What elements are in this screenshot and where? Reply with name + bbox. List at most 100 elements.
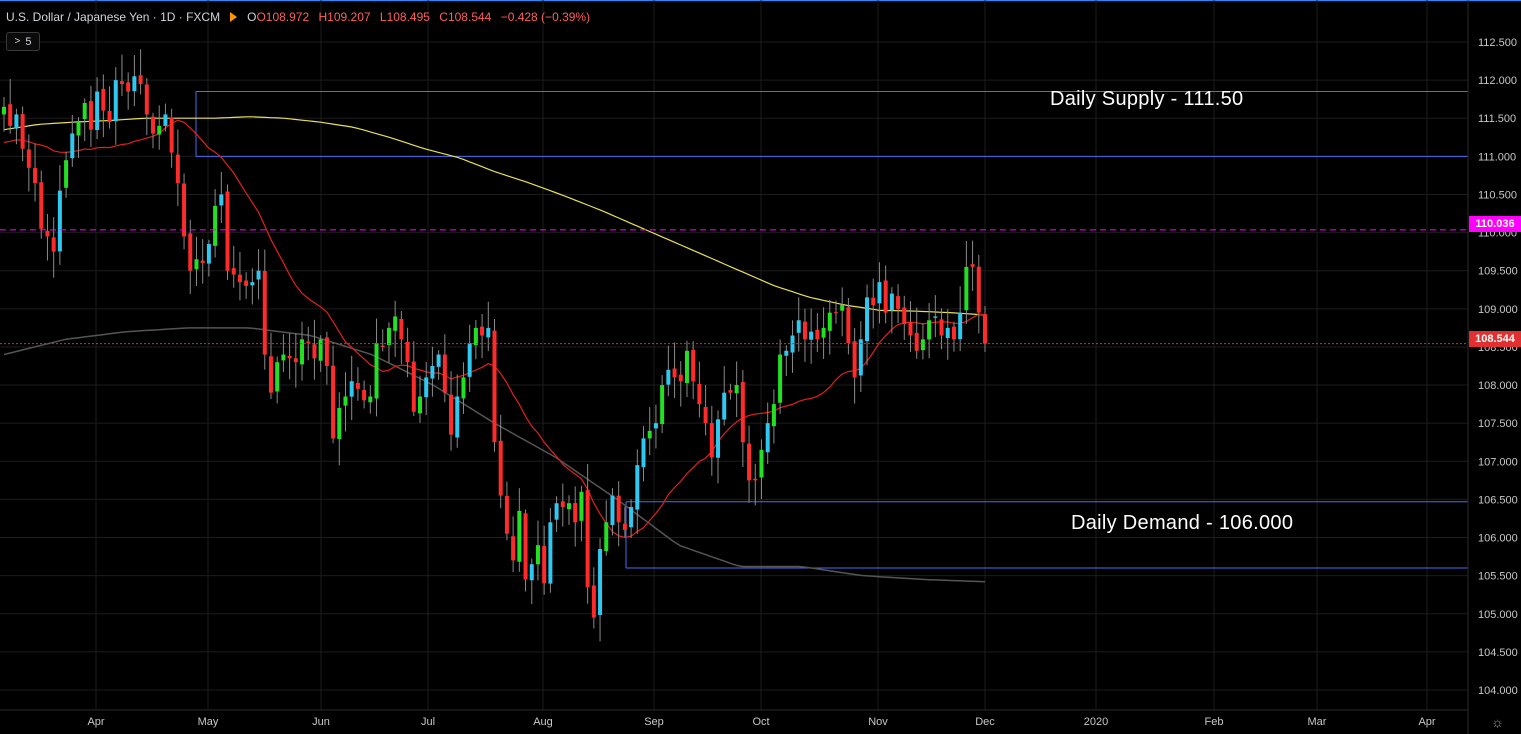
y-tick-label: 108.000 <box>1478 380 1518 392</box>
candle-up <box>194 259 199 270</box>
y-tick-label: 110.500 <box>1478 189 1517 201</box>
candle-down <box>802 321 807 340</box>
candle-down <box>312 344 317 359</box>
close-value: C108.544 <box>439 10 492 24</box>
candle-up <box>958 312 963 340</box>
candle-up <box>653 423 658 429</box>
candle-down <box>542 546 547 584</box>
y-tick-label: 105.500 <box>1478 571 1518 583</box>
gear-icon[interactable]: ☼ <box>1491 714 1504 730</box>
candle-down <box>560 501 565 508</box>
candle-up <box>945 327 950 339</box>
candle-up <box>157 125 162 135</box>
candle-up <box>386 327 391 346</box>
candle-up <box>840 305 845 311</box>
candle-down <box>498 440 503 496</box>
candle-up <box>64 160 69 188</box>
candle-down <box>871 297 876 306</box>
candle-up <box>417 396 422 414</box>
candle-up <box>684 350 689 384</box>
candle-down <box>39 182 44 229</box>
candle-up <box>734 385 739 394</box>
y-tick-label: 112.500 <box>1478 37 1517 49</box>
candle-down <box>262 270 267 355</box>
candle-up <box>95 91 100 131</box>
indicators-count: 5 <box>25 35 32 48</box>
y-tick-label: 111.500 <box>1478 113 1516 125</box>
candle-down <box>411 361 416 412</box>
candle-up <box>579 491 584 521</box>
candle-up <box>660 385 665 425</box>
candle-down <box>709 423 714 458</box>
candle-down <box>728 390 733 393</box>
candle-down <box>126 82 131 92</box>
candle-up <box>275 362 280 392</box>
open-value: O108.972 <box>256 10 310 24</box>
candles <box>2 49 987 642</box>
candle-down <box>939 319 944 336</box>
candle-down <box>182 183 187 237</box>
candle-down <box>362 390 367 401</box>
candle-down <box>355 382 360 389</box>
candle-down <box>225 191 230 271</box>
candle-down <box>678 374 683 382</box>
candle-down <box>175 154 180 184</box>
candle-up <box>889 293 894 311</box>
candle-up <box>256 270 261 280</box>
candle-up <box>337 407 342 440</box>
candle-up <box>281 354 286 361</box>
y-tick-label: 109.000 <box>1478 304 1518 316</box>
candle-down <box>380 345 385 347</box>
flag-icon[interactable] <box>230 12 238 22</box>
candle-up <box>827 312 832 331</box>
candle-up <box>213 205 218 246</box>
candle-down <box>672 368 677 378</box>
y-tick-label: 104.500 <box>1478 647 1518 659</box>
candle-up <box>461 377 466 399</box>
candle-down <box>833 312 838 314</box>
candle-up <box>76 122 81 136</box>
candle-down <box>815 329 820 340</box>
candle-down <box>188 233 193 271</box>
candle-up <box>206 244 211 264</box>
candle-down <box>902 307 907 325</box>
candle-up <box>666 369 671 385</box>
candle-down <box>983 314 987 344</box>
indicators-toggle-button[interactable]: > 5 <box>6 32 40 51</box>
candle-up <box>796 320 801 333</box>
candle-up <box>393 316 398 331</box>
x-tick-label: Nov <box>868 716 888 728</box>
candle-down <box>449 394 454 435</box>
candle-up <box>300 339 305 365</box>
candle-up <box>14 114 19 129</box>
candle-up <box>374 343 379 399</box>
x-tick-label: Apr <box>87 716 104 728</box>
candle-down <box>616 495 621 523</box>
candle-down <box>492 330 497 443</box>
candle-down <box>573 503 578 523</box>
candle-down <box>26 149 31 168</box>
candle-down <box>747 443 752 481</box>
candle-up <box>113 80 118 122</box>
candle-up <box>455 396 460 438</box>
candle-up <box>82 102 87 120</box>
candle-up <box>467 343 472 377</box>
candle-up <box>927 320 932 340</box>
candle-down <box>585 490 590 588</box>
candle-down <box>244 280 249 286</box>
candle-down <box>914 332 919 351</box>
candle-up <box>604 522 609 552</box>
candle-down <box>169 117 174 153</box>
last-price-tag: 108.544 <box>1469 331 1521 347</box>
candle-down <box>883 280 888 313</box>
x-tick-label: Apr <box>1418 716 1435 728</box>
candle-down <box>846 307 851 344</box>
candle-down <box>324 337 329 366</box>
candle-down <box>976 266 981 313</box>
candle-down <box>523 513 528 580</box>
ma-slow-layer <box>3 116 986 316</box>
x-tick-label: Feb <box>1205 716 1224 728</box>
x-tick-label: May <box>198 716 219 728</box>
x-tick-label: Oct <box>752 716 769 728</box>
